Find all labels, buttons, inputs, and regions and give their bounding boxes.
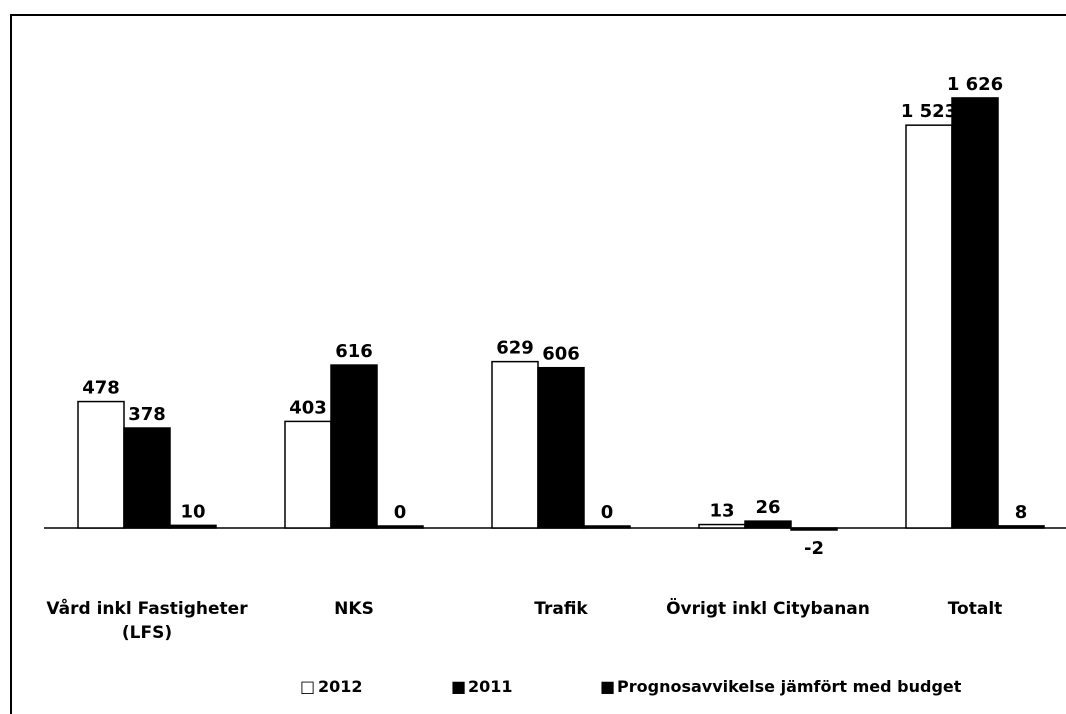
value-label: 8 [1015, 502, 1028, 523]
legend-swatch-2012: □ [300, 677, 315, 696]
legend-label-2011: 2011 [468, 677, 513, 696]
value-label: 1 523 [901, 101, 957, 122]
value-label: 378 [128, 404, 166, 425]
bar-prognos-4 [997, 525, 1045, 529]
bar-2012-1 [284, 420, 332, 529]
legend-swatch-prognos: ■ [600, 677, 615, 696]
bar-2011-3 [744, 520, 792, 529]
legend-label-2012: 2012 [318, 677, 363, 696]
value-label: 13 [709, 501, 734, 522]
legend-swatch-2011-box: ■ [451, 677, 466, 696]
bar-2012-4 [905, 124, 953, 529]
value-label: -2 [804, 538, 824, 559]
value-label: 403 [289, 397, 327, 418]
category-labels-layer: Vård inkl Fastigheter (LFS) NKS Trafik Övrig… [46, 597, 1002, 643]
value-label: 26 [755, 497, 780, 518]
bar-2011-2 [537, 366, 585, 529]
value-label: 606 [542, 344, 580, 365]
category-label: Vård inkl Fastigheter [46, 597, 248, 619]
bar-prognos-2 [583, 525, 631, 529]
value-label: 0 [394, 502, 407, 523]
category-label: Trafik [534, 599, 588, 619]
bar-prognos-3 [790, 527, 838, 531]
category-label: Övrigt inkl Citybanan [666, 597, 870, 619]
bars-layer [77, 97, 1045, 531]
category-label: (LFS) [122, 623, 172, 643]
value-label: 478 [82, 378, 120, 399]
category-label: Totalt [948, 599, 1003, 619]
legend: □ 2012 2011 ■ 2011 ■ Prognosavvikelse jä… [300, 677, 962, 696]
value-labels-layer: 478 378 10 403 616 0 629 606 0 13 26 -2 1 523 1 626 8 [82, 74, 1027, 559]
chart-frame [10, 14, 1066, 714]
bar-2012-2 [491, 360, 539, 529]
value-label: 10 [180, 501, 205, 522]
value-label: 616 [335, 341, 373, 362]
value-label: 629 [496, 338, 534, 359]
bar-2011-0 [123, 427, 171, 529]
value-label: 0 [601, 502, 614, 523]
bar-2012-0 [77, 400, 125, 529]
bar-prognos-0 [169, 524, 217, 529]
bar-2011-1 [330, 364, 378, 529]
value-label: 1 626 [947, 74, 1003, 95]
bar-2012-3 [698, 523, 746, 529]
category-label: NKS [334, 599, 374, 619]
legend-label-prognos: Prognosavvikelse jämfört med budget [617, 677, 962, 696]
bar-2011-4 [951, 97, 999, 529]
bar-prognos-1 [376, 525, 424, 529]
